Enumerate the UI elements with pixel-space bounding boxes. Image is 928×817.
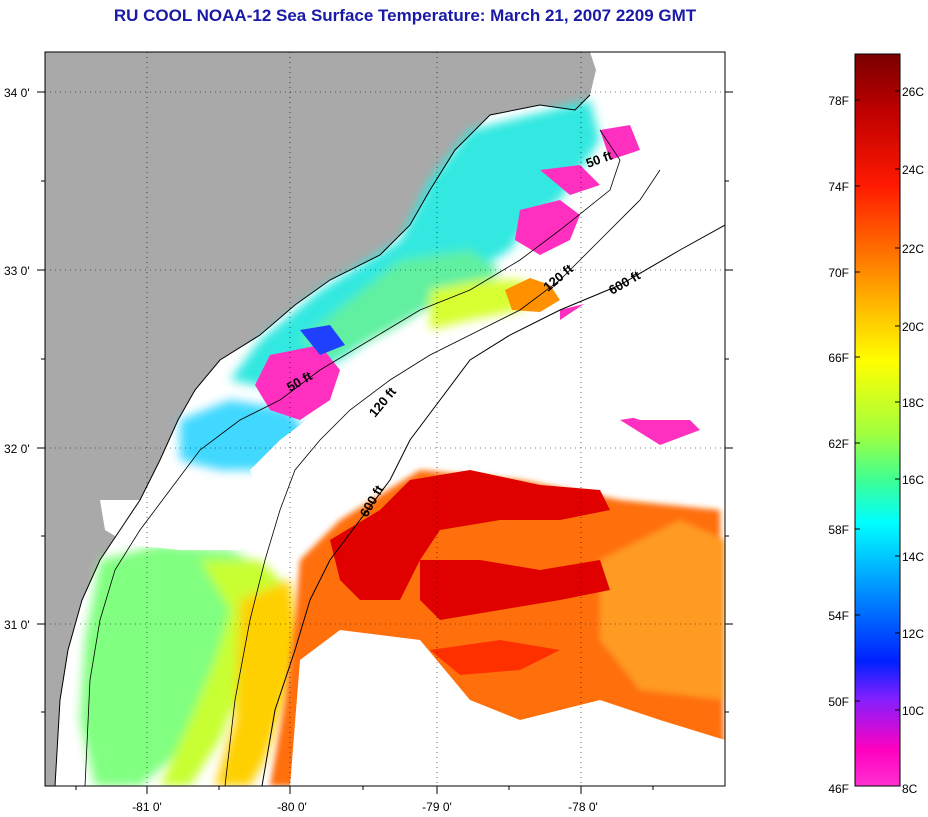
map-border bbox=[44, 51, 726, 787]
sst-gulf-stream-hot bbox=[330, 470, 610, 675]
colorbar-f-label: 62F bbox=[828, 437, 849, 451]
lat-tick-label: 34 0' bbox=[4, 86, 30, 100]
colorbar-c-label: 26C bbox=[902, 85, 924, 99]
colorbar-f-label: 66F bbox=[828, 351, 849, 365]
colorbar-c-label: 12C bbox=[902, 627, 924, 641]
lon-tick-label: -78 0' bbox=[568, 800, 598, 814]
lat-tick-label: 32 0' bbox=[4, 442, 30, 456]
lat-tick-label: 31 0' bbox=[4, 618, 30, 632]
contour-600ft bbox=[261, 224, 725, 786]
coastline bbox=[54, 94, 591, 786]
colorbar-c-label: 20C bbox=[902, 320, 924, 334]
contour-50ft bbox=[84, 129, 621, 786]
sst-warm-patch bbox=[505, 278, 560, 312]
colorbar-c-label: 22C bbox=[902, 242, 924, 256]
map-ticks bbox=[37, 91, 733, 794]
contour-120ft bbox=[224, 169, 661, 786]
colorbar-f-label: 74F bbox=[828, 180, 849, 194]
land-area bbox=[45, 52, 596, 786]
cloud-cover bbox=[100, 52, 725, 786]
lat-tick-label: 33 0' bbox=[4, 264, 30, 278]
colorbar-f-label: 58F bbox=[828, 523, 849, 537]
map-gridlines bbox=[45, 52, 725, 786]
colorbar-c-label: 10C bbox=[902, 704, 924, 718]
colorbar-f-label: 78F bbox=[828, 94, 849, 108]
colorbar-c-label: 8C bbox=[902, 782, 918, 796]
lon-tick-label: -81 0' bbox=[132, 800, 162, 814]
colorbar-c-label: 24C bbox=[902, 163, 924, 177]
colorbar-f-label: 50F bbox=[828, 695, 849, 709]
colorbar-f-label: 54F bbox=[828, 609, 849, 623]
lon-tick-label: -80 0' bbox=[277, 800, 307, 814]
lon-tick-label: -79 0' bbox=[422, 800, 452, 814]
colorbar-f-label: 70F bbox=[828, 266, 849, 280]
map-title: RU COOL NOAA-12 Sea Surface Temperature:… bbox=[113, 6, 697, 25]
colorbar-c-label: 18C bbox=[902, 396, 924, 410]
colorbar-f-label: 46F bbox=[828, 782, 849, 796]
colorbar-c-label: 14C bbox=[902, 550, 924, 564]
sst-cool-water bbox=[80, 100, 600, 786]
colorbar-c-label: 16C bbox=[902, 473, 924, 487]
colorbar-ticks bbox=[855, 90, 900, 711]
colorbar-gradient bbox=[854, 53, 901, 787]
